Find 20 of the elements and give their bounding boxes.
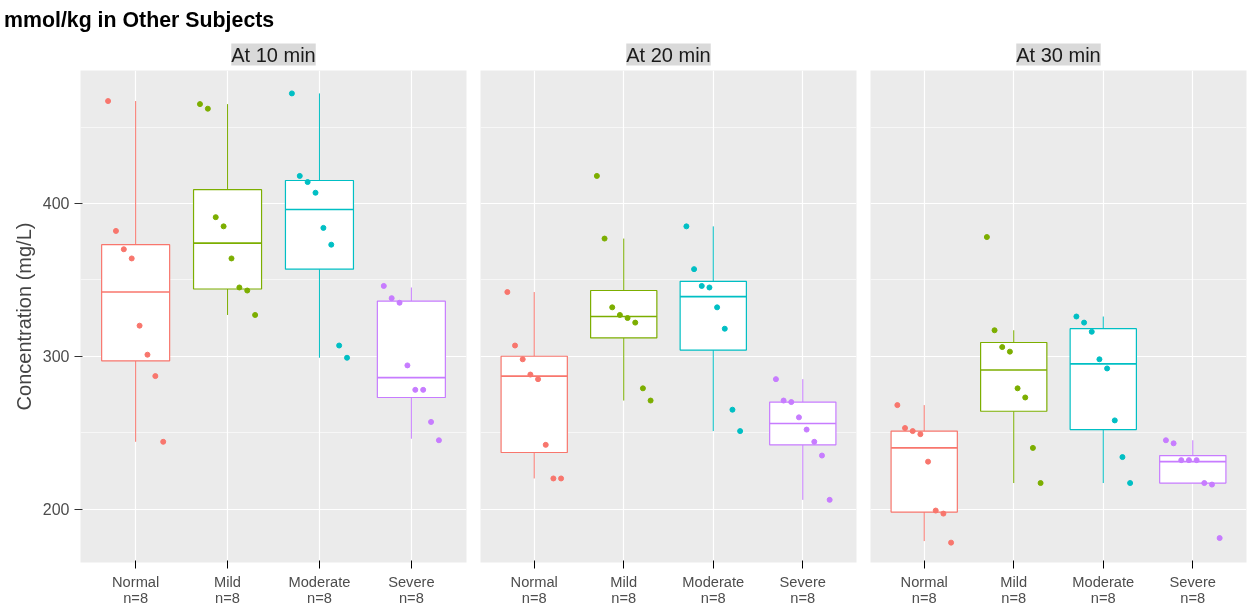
x-tick-label: Severe n=8 [388,573,435,606]
y-tick-label: 400 [42,195,70,213]
text: mmol/kg in Other Subjects [4,7,275,34]
chart-title: At 20 min [626,43,711,66]
x-tick-label: Normal n=8 [510,573,558,606]
x-tick-label: Mild n=8 [214,573,241,606]
x-tick-label: Moderate n=8 [682,573,745,606]
y-tick-label: 300 [42,348,70,366]
y-tick-label: 200 [42,501,70,519]
x-tick-label: Mild n=8 [610,573,638,606]
x-tick-label: Moderate n=8 [1072,573,1135,606]
x-tick-label: Normal n=8 [112,573,160,606]
x-tick-label: Normal n=8 [900,573,948,606]
x-tick-label: Mild n=8 [1000,573,1028,606]
x-tick-label: Severe n=8 [779,573,827,606]
chart-title: At 10 min [231,43,316,66]
y-axis-title: Concentration (mg/L) [12,222,35,411]
x-tick-label: Moderate n=8 [288,573,351,606]
chart-title: At 30 min [1016,43,1101,66]
x-tick-label: Severe n=8 [1169,573,1217,606]
